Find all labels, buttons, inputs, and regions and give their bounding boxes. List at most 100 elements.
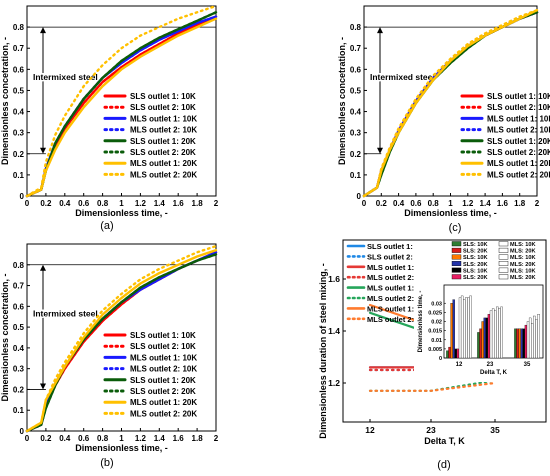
legend-entry: SLS outlet 1: 20K	[130, 376, 196, 385]
panel-label: (b)	[100, 457, 113, 469]
legend-entry: MLS outlet 1: 10K	[487, 114, 550, 123]
inset-bar	[454, 348, 458, 359]
inset-bar	[465, 297, 468, 359]
inset-legend-swatch	[451, 274, 462, 280]
legend-entry: MLS outlet 2: 20K	[367, 315, 431, 324]
y-tick-label: 0.7	[13, 44, 25, 53]
legend-entry: MLS outlet 1: 20K	[367, 304, 431, 313]
inset-y-axis-label: Dimensionless time, -	[418, 291, 424, 353]
inset-bar	[446, 350, 449, 359]
inset-bar	[450, 303, 453, 359]
annotation-intermixed-steel: Intermixed steel	[33, 309, 98, 319]
x-tick-label: 1	[119, 199, 124, 208]
x-tick-label: 23	[426, 425, 436, 435]
legend-entry: MLS outlet 1: 10K	[367, 284, 431, 293]
x-tick-label: 0.2	[40, 434, 52, 443]
legend-entry: MLS outlet 2: 20K	[487, 170, 550, 179]
legend-entry: SLS outlet 1: 10K	[487, 92, 550, 101]
inset-background	[414, 243, 545, 382]
inset-bar	[496, 306, 499, 359]
inset-bar	[448, 346, 451, 359]
legend-entry: MLS outlet 1: 20K	[130, 398, 197, 407]
y-axis-label: Dimensionless concetration, -	[337, 37, 347, 165]
x-axis-label: Dimensionless time, -	[75, 208, 168, 218]
legend-entry: MLS outlet 2: 20K	[367, 273, 431, 282]
y-tick-label: 1.6	[328, 274, 340, 284]
x-tick-label: 1.6	[497, 199, 509, 208]
inset-bar	[522, 328, 526, 359]
y-tick-label: 0.3	[13, 129, 25, 138]
inset-legend-swatch	[498, 267, 509, 273]
panel-label: (d)	[437, 459, 450, 471]
x-tick-label: 0.4	[59, 199, 71, 208]
y-tick-label: 0.7	[350, 44, 362, 53]
inset-y-tick-label: 0	[439, 356, 442, 362]
inset-bar	[500, 306, 503, 359]
panel-1: 0 0.2 0.4 0.6 0.8 1 1.2 1.4 1.6 1.8 2 0 0.1 0.2 0.3 0.4…	[0, 243, 219, 469]
legend-entry: SLS outlet 1: 10K	[367, 242, 429, 251]
inset-legend-entry: MLS: 20K	[510, 275, 536, 281]
x-tick-label: 1.4	[480, 199, 492, 208]
x-tick-label: 1.8	[514, 199, 526, 208]
inset-legend-entry: SLS: 20K	[463, 275, 488, 281]
inset-y-tick-label: 0.015	[428, 329, 442, 335]
inset-legend-entry: SLS: 10K	[463, 242, 488, 248]
x-tick-label: 0.8	[97, 199, 109, 208]
inset-legend-swatch	[498, 254, 509, 260]
inset-legend-entry: MLS: 20K	[510, 249, 536, 255]
series-line	[25, 244, 218, 433]
y-tick-label: 0.2	[350, 150, 362, 159]
series-line	[25, 4, 218, 198]
x-tick-label: 0.6	[78, 434, 90, 443]
legend-entry: MLS outlet 1: 20K	[130, 159, 197, 168]
inset-bar	[494, 310, 497, 359]
inset-bar	[526, 321, 530, 359]
inset-bar	[489, 310, 493, 359]
inset-y-tick-label: 0.02	[431, 320, 442, 326]
inset-bar	[528, 317, 532, 359]
y-tick-label: 0.8	[350, 23, 362, 32]
legend-entry: SLS outlet 2: 20K	[487, 148, 550, 157]
arrow-head-down	[377, 147, 383, 154]
legend-entry: MLS outlet 1: 10K	[130, 114, 197, 123]
legend-entry: SLS outlet 2: 10K	[367, 252, 429, 261]
y-tick-label: 1.4	[328, 326, 340, 336]
x-tick-label: 0.4	[59, 434, 71, 443]
inset-legend-entry: MLS: 10K	[510, 242, 536, 248]
x-tick-label: 1.2	[462, 199, 474, 208]
x-tick-label: 0.8	[428, 199, 440, 208]
inset-bar	[481, 321, 484, 359]
x-tick-label: 1	[448, 199, 453, 208]
inset-bar	[463, 299, 466, 359]
x-axis-label: Dimensionless time, -	[75, 443, 168, 453]
legend-entry: SLS outlet 1: 10K	[130, 331, 196, 340]
x-tick-label: 1.6	[173, 199, 185, 208]
inset-bar	[458, 297, 462, 359]
inset-x-axis-label: Delta T, K	[480, 370, 508, 376]
legend-entry: SLS outlet 2: 10K	[487, 103, 550, 112]
x-tick-label: 1.8	[192, 434, 204, 443]
inset-bar	[491, 308, 495, 359]
y-tick-label: 0.7	[13, 282, 25, 291]
inset-bar	[479, 328, 482, 359]
x-axis-label: Delta T, K	[424, 436, 465, 446]
inset-x-tick-label: 35	[524, 362, 531, 368]
arrow-head-up	[377, 27, 383, 34]
legend-entry: MLS outlet 2: 10K	[130, 126, 197, 135]
x-tick-label: 1.8	[192, 199, 204, 208]
arrow-head-up	[40, 264, 46, 271]
legend-entry: SLS outlet 2: 10K	[130, 103, 196, 112]
legend-entry: MLS outlet 2: 20K	[130, 170, 197, 179]
x-tick-label: 0	[362, 199, 367, 208]
legend-entry: MLS outlet 2: 10K	[130, 365, 197, 374]
inset-y-tick-label: 0.01	[431, 338, 442, 344]
inset-bar	[535, 319, 538, 359]
annotation-intermixed-steel: Intermixed steel	[33, 72, 98, 82]
x-axis-label: Dimensionless time, -	[404, 208, 497, 218]
y-tick-label: 0	[20, 192, 25, 201]
inset-bar	[487, 314, 491, 359]
inset-bar	[533, 315, 536, 359]
inset-bar	[520, 328, 523, 359]
x-tick-label: 0.6	[410, 199, 422, 208]
